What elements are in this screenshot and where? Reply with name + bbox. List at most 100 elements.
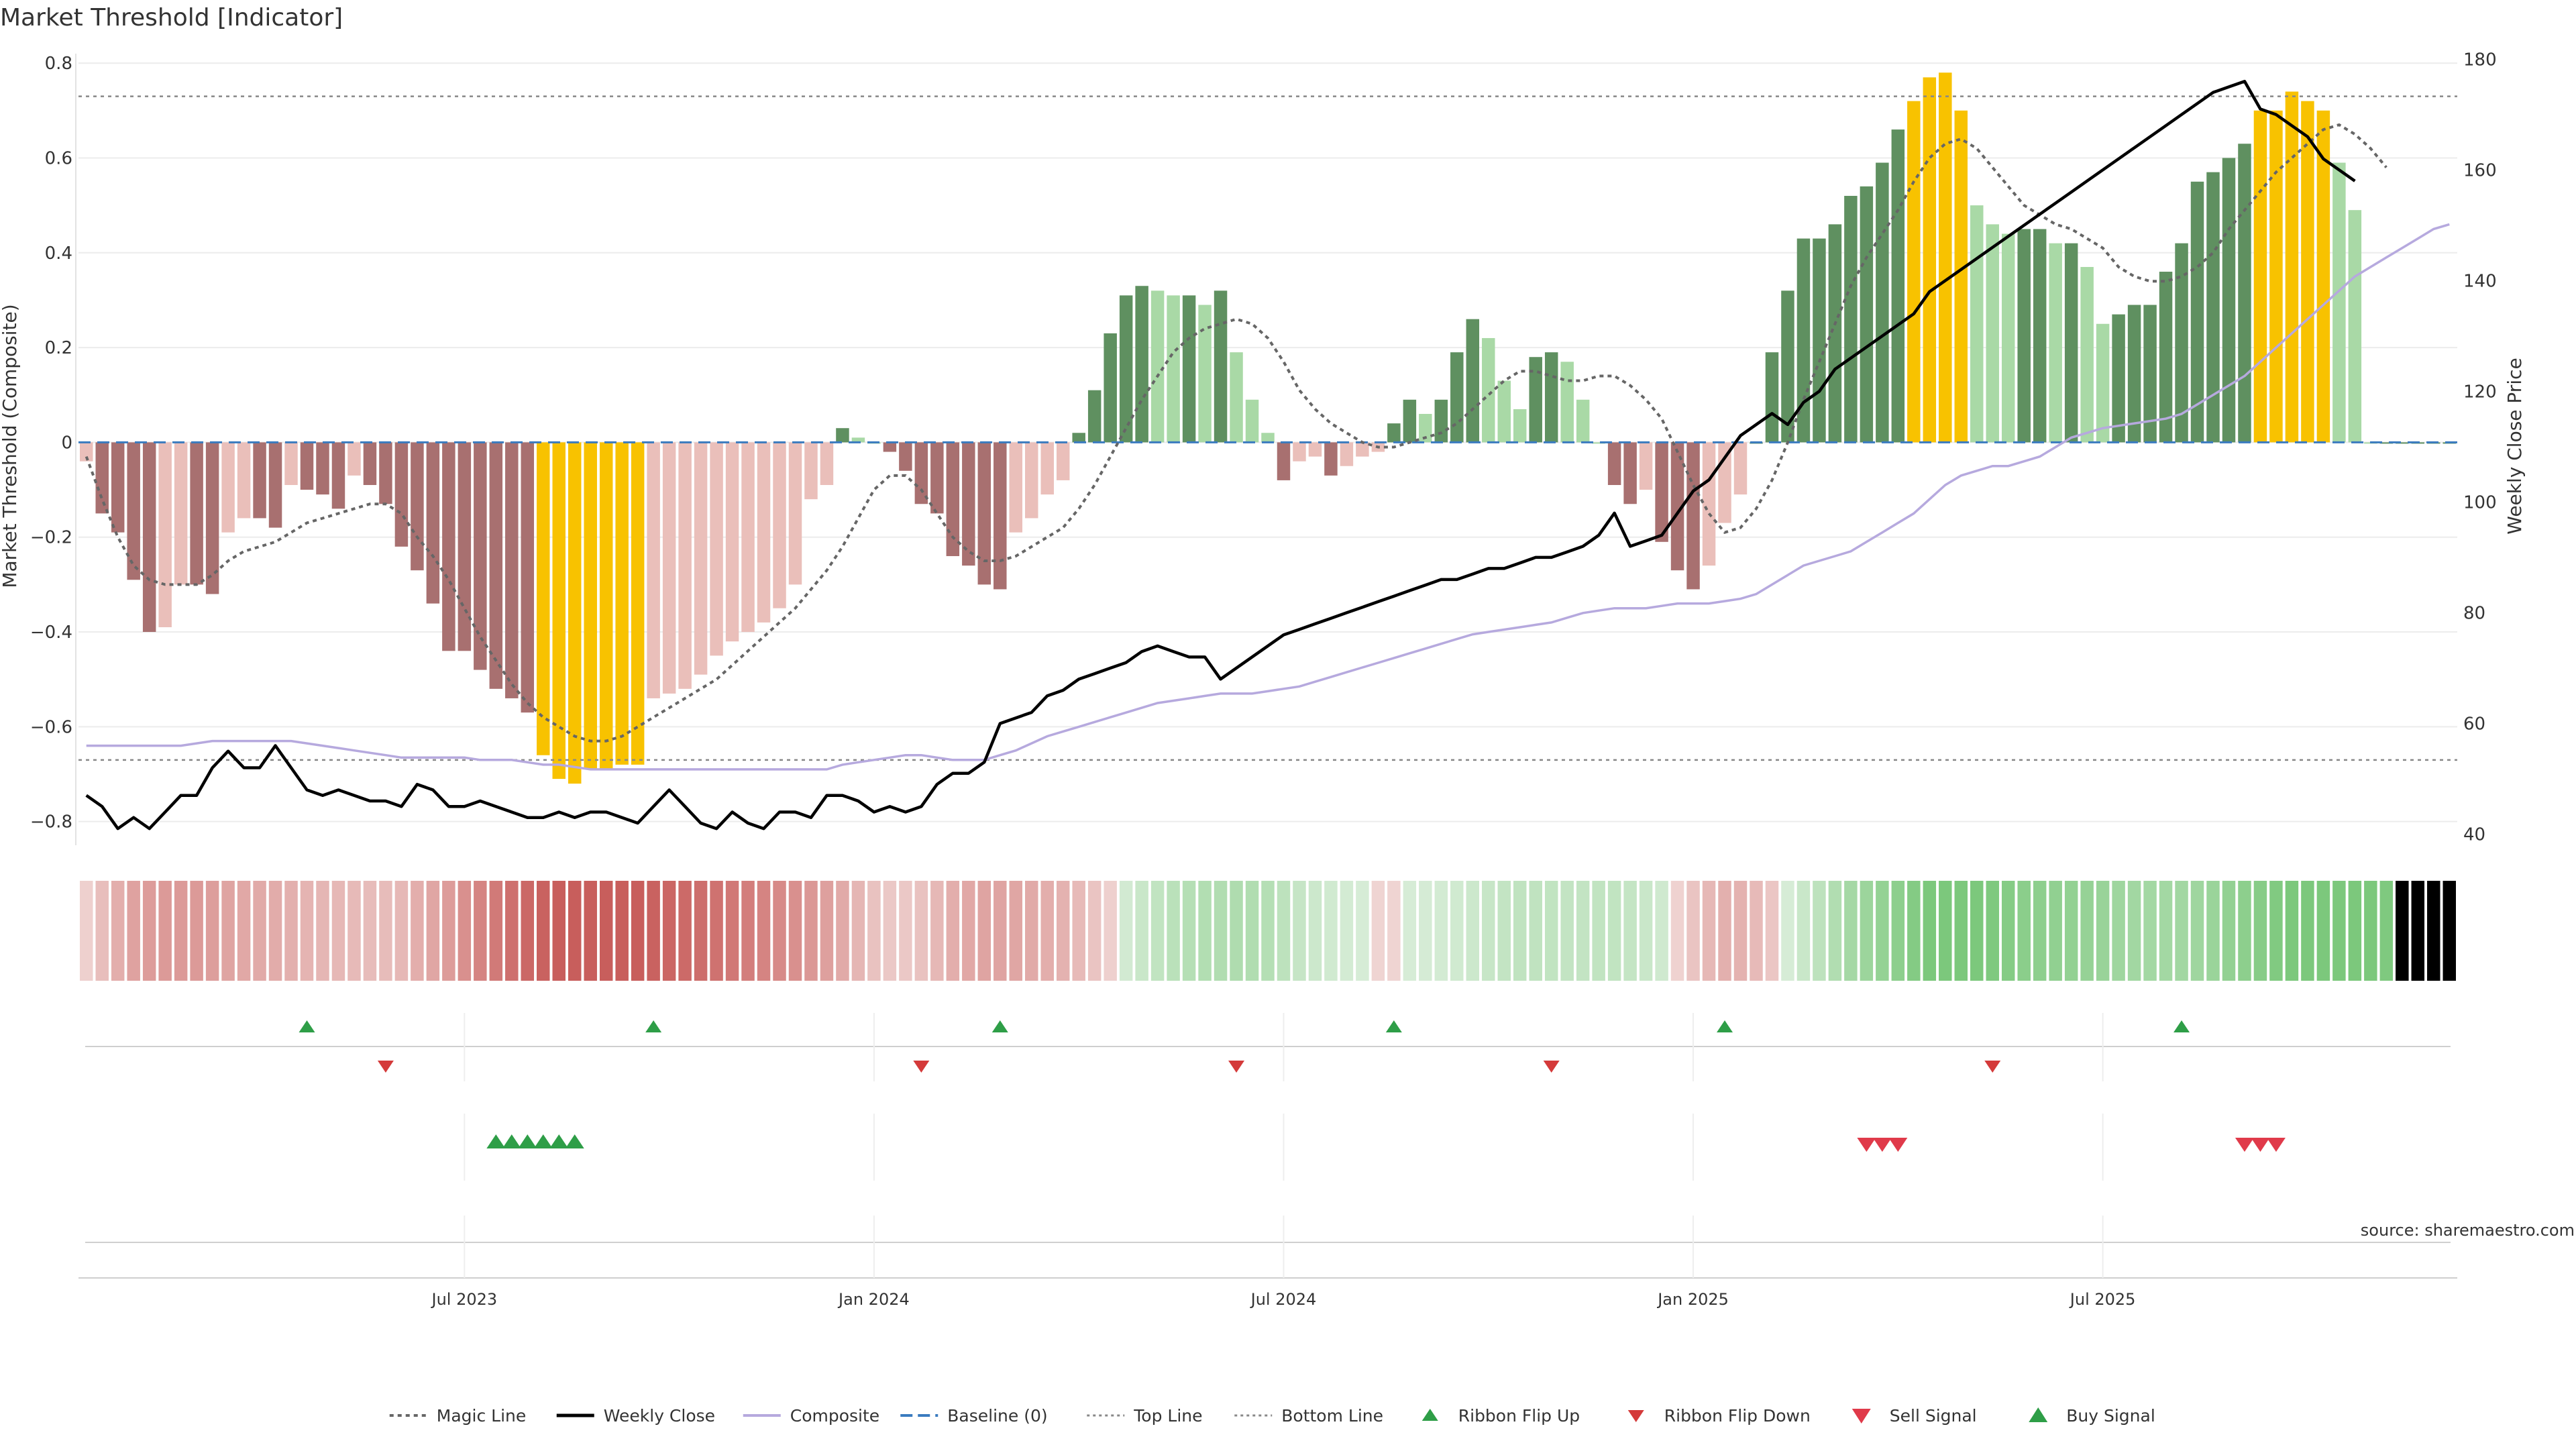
composite-bar — [1765, 352, 1779, 443]
x-tick-label: Jul 2024 — [1250, 1290, 1317, 1309]
ribbon-cell — [994, 881, 1007, 981]
composite-bar — [1844, 195, 1858, 443]
ribbon-cell — [2269, 881, 2283, 981]
composite-bar — [1056, 442, 1070, 480]
ribbon-cell — [521, 881, 535, 981]
ribbon-cell — [221, 881, 235, 981]
composite-bar — [1576, 399, 1590, 443]
y-tick-label-right: 60 — [2463, 714, 2485, 734]
ribbon-flip-panel — [85, 1013, 2451, 1081]
ribbon-cell — [489, 881, 503, 981]
composite-bar — [1419, 414, 1432, 443]
x-tick-label: Jul 2025 — [2069, 1290, 2136, 1309]
composite-bar — [268, 442, 282, 528]
composite-bar — [1813, 238, 1826, 443]
ribbon-cell — [1245, 881, 1259, 981]
ribbon-cell — [804, 881, 818, 981]
ribbon-cell — [2411, 881, 2425, 981]
composite-bar — [914, 442, 928, 504]
ribbon-cell — [1387, 881, 1401, 981]
composite-bar — [1308, 442, 1322, 457]
composite-bar — [1497, 380, 1511, 443]
composite-bar — [757, 442, 771, 623]
composite-bar — [2332, 162, 2346, 443]
composite-bar — [2159, 272, 2173, 443]
ribbon-cell — [2253, 881, 2267, 981]
ribbon-cell — [1087, 881, 1102, 981]
composite-bar — [1529, 357, 1542, 443]
ribbon-cell — [1434, 881, 1448, 981]
composite-bar — [2143, 305, 2157, 443]
ribbon-flip-down-marker — [913, 1061, 930, 1073]
legend-item: Ribbon Flip Down — [1627, 1406, 1811, 1426]
composite-bar — [2127, 305, 2141, 443]
y-tick-label-right: 140 — [2463, 271, 2497, 291]
composite-bar — [741, 442, 755, 633]
composite-bar — [1670, 442, 1684, 571]
ribbon-cell — [1813, 881, 1826, 981]
sell-signal-marker — [1888, 1138, 1908, 1152]
y-tick-label-left: −0.6 — [30, 717, 72, 737]
ribbon-cell — [158, 881, 172, 981]
y-ticks-left: 0.8 0.6 0.4 0.2 0 −0.2 −0.4 −0.6 −0.8 — [30, 54, 72, 833]
composite-bar — [1954, 110, 1968, 443]
composite-bar — [2222, 158, 2236, 443]
composite-bar — [1781, 290, 1794, 443]
ribbon-cell — [442, 881, 455, 981]
ribbon-cell — [2396, 881, 2409, 981]
ribbon-cell — [1198, 881, 1212, 981]
legend-item: Baseline (0) — [900, 1406, 1048, 1426]
ribbon-cell — [1923, 881, 1937, 981]
legend-item: Magic Line — [389, 1406, 526, 1426]
ribbon-flip-down-marker — [1228, 1061, 1245, 1073]
ribbon-cell — [1135, 881, 1148, 981]
y-tick-label-left: −0.8 — [30, 812, 72, 833]
ribbon-cell — [1718, 881, 1731, 981]
composite-bar — [331, 442, 345, 509]
ribbon-cell — [1623, 881, 1637, 981]
composite-bar — [300, 442, 314, 490]
ribbon-cell — [205, 881, 219, 981]
ribbon-cell — [1544, 881, 1558, 981]
y-tick-label-left: −0.2 — [30, 528, 72, 548]
ribbon-cell — [2348, 881, 2362, 981]
composite-bar — [1214, 290, 1228, 443]
ribbon-flip-down-marker — [1984, 1061, 2001, 1073]
composite-bar — [1686, 442, 1700, 590]
composite-bar — [1025, 442, 1038, 519]
ribbon-cell — [694, 881, 708, 981]
composite-bar — [1135, 286, 1148, 443]
composite-bar — [127, 442, 140, 580]
composite-bar — [662, 442, 676, 694]
ribbon-cell — [237, 881, 251, 981]
ribbon-cell — [1828, 881, 1842, 981]
composite-bar — [221, 442, 235, 533]
ribbon-cell — [2364, 881, 2377, 981]
composite-bar — [521, 442, 535, 713]
composite-bar — [1733, 442, 1748, 495]
ribbon-cell — [1592, 881, 1605, 981]
composite-bar — [1293, 442, 1306, 462]
sell-signal-marker — [1857, 1138, 1876, 1152]
y-tick-label-left: 0.8 — [45, 54, 72, 74]
composite-bar — [1403, 399, 1417, 443]
ribbon-cell — [1450, 881, 1464, 981]
composite-bar — [2301, 101, 2314, 443]
ribbon-cell — [552, 881, 566, 981]
ribbon-cell — [1607, 881, 1621, 981]
ribbon-cell — [1150, 881, 1165, 981]
ribbon-cell — [1686, 881, 1700, 981]
ribbon-cell — [710, 881, 723, 981]
ribbon-flip-up-marker — [645, 1020, 662, 1032]
composite-bar — [883, 442, 897, 452]
composite-bar — [2112, 314, 2125, 443]
ribbon-cell — [1954, 881, 1968, 981]
y-tick-label-right: 40 — [2463, 824, 2485, 845]
composite-bar — [678, 442, 692, 689]
composite-bar — [773, 442, 786, 608]
composite-bar — [930, 442, 944, 514]
ribbon-cell — [962, 881, 975, 981]
composite-bar — [851, 437, 865, 443]
legend-label: Buy Signal — [2066, 1406, 2155, 1426]
ribbon-cell — [2080, 881, 2094, 981]
